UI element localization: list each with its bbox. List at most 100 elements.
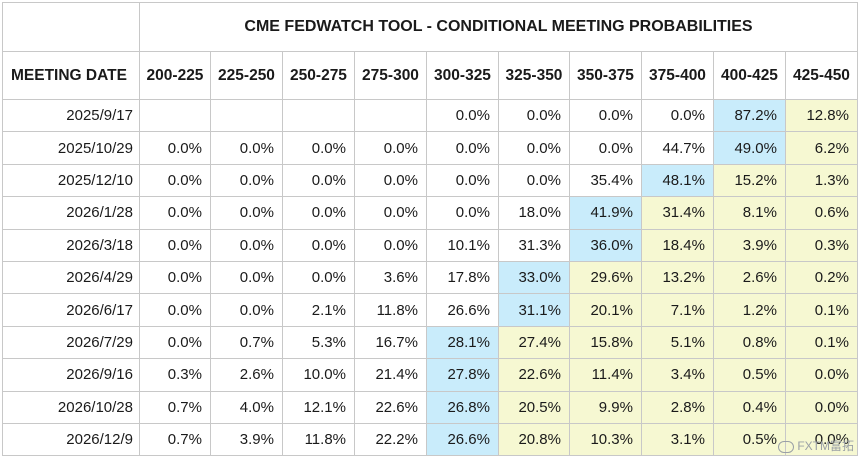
column-header: 225-250 bbox=[210, 51, 283, 100]
probability-cell: 5.3% bbox=[282, 325, 355, 360]
probability-cell: 22.6% bbox=[354, 390, 427, 424]
column-header: 425-450 bbox=[785, 51, 858, 100]
probability-cell: 0.0% bbox=[354, 228, 427, 262]
probability-cell: 27.8% bbox=[426, 358, 499, 392]
watermark: FXTM富拓 bbox=[778, 437, 854, 454]
probability-cell: 0.5% bbox=[713, 422, 786, 457]
table-row: 2026/12/9 0.7% 3.9% 11.8% 22.2% 26.6% 20.8% 10.… bbox=[2, 422, 858, 457]
probability-cell: 41.9% bbox=[569, 196, 642, 230]
probability-cell: 0.0% bbox=[210, 228, 283, 262]
probability-cell: 0.0% bbox=[569, 131, 642, 165]
probability-cell: 0.3% bbox=[785, 228, 858, 262]
probability-cell: 48.1% bbox=[641, 163, 714, 198]
probability-cell: 0.0% bbox=[210, 293, 283, 327]
table-row: 2026/9/16 0.3% 2.6% 10.0% 21.4% 27.8% 22.6% 11.… bbox=[2, 358, 858, 392]
probability-cell: 44.7% bbox=[641, 131, 714, 165]
probability-cell: 26.6% bbox=[426, 293, 499, 327]
column-header: 275-300 bbox=[354, 51, 427, 100]
table-row: 2026/6/17 0.0% 0.0% 2.1% 11.8% 26.6% 31.1% 20.1… bbox=[2, 293, 858, 327]
column-header: 300-325 bbox=[426, 51, 499, 100]
probability-cell: 0.0% bbox=[282, 228, 355, 262]
probability-cell: 11.8% bbox=[354, 293, 427, 327]
probability-cell: 10.1% bbox=[426, 228, 499, 262]
probability-cell: 0.7% bbox=[139, 422, 211, 457]
probability-cell: 3.1% bbox=[641, 422, 714, 457]
probability-cell: 2.6% bbox=[210, 358, 283, 392]
meeting-date-header: MEETING DATE bbox=[2, 51, 140, 100]
table-row: 2026/10/28 0.7% 4.0% 12.1% 22.6% 26.8% 20.5% 9.… bbox=[2, 390, 858, 424]
probability-cell: 20.5% bbox=[498, 390, 570, 424]
probability-cell: 0.0% bbox=[210, 260, 283, 295]
probability-cell: 29.6% bbox=[569, 260, 642, 295]
fxtm-logo-icon bbox=[778, 440, 795, 453]
probability-cell bbox=[282, 98, 355, 133]
probability-cell: 5.1% bbox=[641, 325, 714, 360]
probability-cell: 0.0% bbox=[354, 131, 427, 165]
probability-cell: 8.1% bbox=[713, 196, 786, 230]
table-row: 2025/9/17 0.0% 0.0% 0.0% 0.0% 87.2% 12.8% bbox=[2, 98, 858, 133]
probability-cell: 15.8% bbox=[569, 325, 642, 360]
corner-cell bbox=[2, 2, 140, 52]
probability-cell: 0.0% bbox=[426, 196, 499, 230]
probability-cell: 3.9% bbox=[713, 228, 786, 262]
table-row: 2025/12/10 0.0% 0.0% 0.0% 0.0% 0.0% 0.0% 35.4% 4… bbox=[2, 163, 858, 198]
probability-cell: 6.2% bbox=[785, 131, 858, 165]
probability-cell: 36.0% bbox=[569, 228, 642, 262]
probability-cell: 11.8% bbox=[282, 422, 355, 457]
probability-cell: 0.0% bbox=[354, 196, 427, 230]
probability-cell: 0.2% bbox=[785, 260, 858, 295]
probability-cell: 0.0% bbox=[282, 260, 355, 295]
probability-cell: 0.4% bbox=[713, 390, 786, 424]
meeting-date-cell: 2026/10/28 bbox=[2, 390, 140, 424]
probability-cell: 0.7% bbox=[139, 390, 211, 424]
watermark-text: FXTM富拓 bbox=[797, 439, 854, 453]
probability-cell: 0.0% bbox=[139, 228, 211, 262]
table-row: 2025/10/29 0.0% 0.0% 0.0% 0.0% 0.0% 0.0% 0.0% 44… bbox=[2, 131, 858, 165]
probability-cell: 0.0% bbox=[426, 98, 499, 133]
probability-cell: 0.0% bbox=[210, 163, 283, 198]
column-header: 375-400 bbox=[641, 51, 714, 100]
probability-cell: 0.0% bbox=[354, 163, 427, 198]
probability-cell: 49.0% bbox=[713, 131, 786, 165]
meeting-date-cell: 2026/6/17 bbox=[2, 293, 140, 327]
probability-cell: 3.6% bbox=[354, 260, 427, 295]
probability-cell: 0.0% bbox=[785, 358, 858, 392]
probability-cell: 0.0% bbox=[498, 98, 570, 133]
probability-cell: 1.3% bbox=[785, 163, 858, 198]
probability-cell: 27.4% bbox=[498, 325, 570, 360]
meeting-date-cell: 2026/12/9 bbox=[2, 422, 140, 457]
probability-cell: 20.8% bbox=[498, 422, 570, 457]
probability-cell: 0.0% bbox=[139, 196, 211, 230]
probability-cell: 33.0% bbox=[498, 260, 570, 295]
probability-cell: 10.0% bbox=[282, 358, 355, 392]
probability-cell: 0.7% bbox=[210, 325, 283, 360]
column-header: 325-350 bbox=[498, 51, 570, 100]
column-header: 350-375 bbox=[569, 51, 642, 100]
probability-cell: 21.4% bbox=[354, 358, 427, 392]
table-row: 2026/4/29 0.0% 0.0% 0.0% 3.6% 17.8% 33.0% 29.6%… bbox=[2, 260, 858, 295]
probability-cell: 0.0% bbox=[569, 98, 642, 133]
fedwatch-table: CME FEDWATCH TOOL - CONDITIONAL MEETING … bbox=[2, 2, 858, 457]
table-row: 2026/7/29 0.0% 0.7% 5.3% 16.7% 28.1% 27.4% 15.8… bbox=[2, 325, 858, 360]
probability-cell: 10.3% bbox=[569, 422, 642, 457]
probability-cell: 18.4% bbox=[641, 228, 714, 262]
probability-cell: 1.2% bbox=[713, 293, 786, 327]
meeting-date-cell: 2026/3/18 bbox=[2, 228, 140, 262]
table-body: 2025/9/17 0.0% 0.0% 0.0% 0.0% 87.2% 12.8% 2025/… bbox=[2, 98, 858, 457]
probability-cell: 0.0% bbox=[139, 163, 211, 198]
meeting-date-cell: 2025/12/10 bbox=[2, 163, 140, 198]
probability-cell: 0.0% bbox=[139, 260, 211, 295]
probability-cell bbox=[210, 98, 283, 133]
probability-cell bbox=[139, 98, 211, 133]
probability-cell: 0.5% bbox=[713, 358, 786, 392]
table-row: 2026/3/18 0.0% 0.0% 0.0% 0.0% 10.1% 31.3% 36.0%… bbox=[2, 228, 858, 262]
probability-cell: 3.4% bbox=[641, 358, 714, 392]
probability-cell: 0.0% bbox=[282, 196, 355, 230]
probability-cell: 0.0% bbox=[139, 325, 211, 360]
probability-cell: 31.3% bbox=[498, 228, 570, 262]
probability-cell: 0.0% bbox=[282, 131, 355, 165]
probability-cell: 2.6% bbox=[713, 260, 786, 295]
probability-cell: 7.1% bbox=[641, 293, 714, 327]
probability-cell: 3.9% bbox=[210, 422, 283, 457]
meeting-date-cell: 2026/7/29 bbox=[2, 325, 140, 360]
